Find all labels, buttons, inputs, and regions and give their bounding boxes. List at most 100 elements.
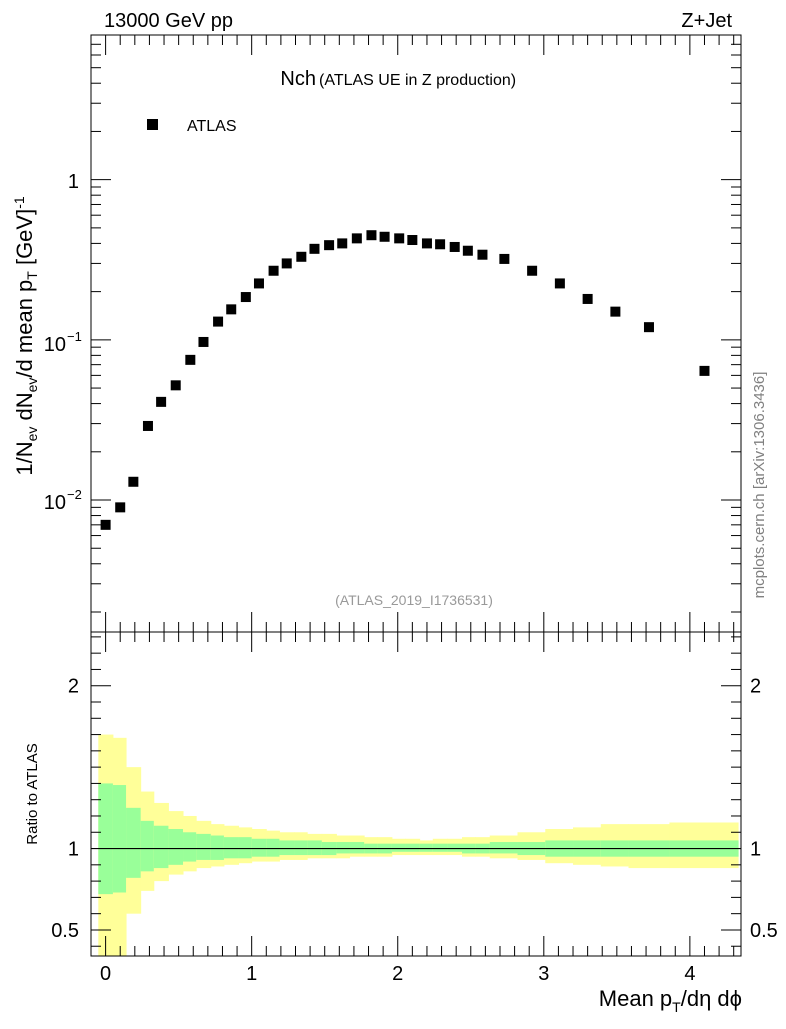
reference-label: (ATLAS_2019_I1736531) — [335, 592, 493, 608]
data-point — [477, 249, 488, 260]
inner-band-bin — [266, 838, 280, 857]
main-plot-data — [100, 230, 710, 530]
chart-title-sub: (ATLAS UE in Z production) — [319, 72, 516, 89]
ytick-label-0.01: 10 — [44, 492, 66, 514]
ytick-label-0.1: 10 — [44, 334, 66, 356]
data-point — [185, 354, 196, 365]
inner-band-bin — [349, 842, 365, 854]
ylabel-sup-d: -1 — [11, 196, 27, 209]
main-plot-ticks — [90, 34, 741, 632]
data-point — [226, 304, 237, 315]
ylabel-sub-a: ev — [24, 427, 40, 442]
inner-band-bin — [405, 843, 421, 852]
data-point — [240, 292, 251, 303]
data-point — [366, 230, 377, 241]
data-point — [421, 238, 432, 249]
data-point — [527, 265, 538, 276]
ratio-bands — [98, 734, 739, 956]
data-point — [100, 519, 111, 530]
data-point — [324, 240, 335, 251]
header-process: Z+Jet — [681, 10, 732, 32]
ratio-ytick-label-right: 2 — [750, 676, 761, 698]
inner-band-bin — [126, 807, 142, 878]
data-point — [699, 365, 710, 376]
inner-band-bin — [140, 820, 155, 872]
data-point — [610, 306, 621, 317]
x-axis-label: Mean pT/dη dϕ — [599, 986, 742, 1015]
data-point — [351, 233, 362, 244]
legend-marker — [147, 119, 158, 130]
xtick-label: 3 — [538, 963, 549, 985]
ylabel-part-a: 1/N — [12, 441, 37, 475]
inner-band-bin — [419, 843, 434, 852]
xlabel-sub-a: T — [672, 999, 681, 1015]
ratio-ytick-label-right: 0.5 — [750, 920, 778, 942]
data-point — [643, 322, 654, 333]
data-point — [582, 293, 593, 304]
inner-band-bin — [98, 783, 114, 895]
inner-band-bin — [307, 840, 323, 856]
inner-band-bin — [432, 843, 448, 852]
xtick-label: 2 — [392, 963, 403, 985]
ytick-label-1: 1 — [68, 171, 79, 193]
ratio-ytick-label-left: 2 — [68, 676, 79, 698]
data-point — [309, 243, 320, 254]
xtick-label: 1 — [246, 963, 257, 985]
data-point — [142, 420, 153, 431]
data-point — [462, 245, 473, 256]
xtick-label: 4 — [684, 963, 695, 985]
ytick-exp-0.1: −1 — [67, 329, 82, 344]
inner-band-bin — [210, 835, 225, 860]
inner-band-bin — [223, 837, 240, 859]
ylabel-sub-c: T — [24, 271, 40, 280]
xlabel-part-a: Mean p — [599, 986, 672, 1011]
inner-band-bin — [168, 829, 184, 865]
ylabel-part-b: dN — [12, 392, 37, 426]
data-point — [435, 239, 446, 250]
ratio-ytick-label-left: 0.5 — [51, 920, 79, 942]
data-point — [170, 380, 181, 391]
data-point — [554, 278, 565, 289]
ylabel-sub-b: ev — [24, 378, 40, 393]
ratio-plot-ticks — [90, 632, 741, 956]
ratio-ytick-label-right: 1 — [750, 839, 761, 861]
data-point — [379, 231, 390, 242]
inner-band-bin — [196, 833, 212, 860]
inner-band-bin — [447, 843, 463, 852]
main-plot-panel: Nch (ATLAS UE in Z production) ATLAS (AT… — [11, 34, 742, 633]
data-point — [296, 251, 307, 262]
ratio-tick-labels: 0.5 0.5 1 1 2 2 0 1 2 3 4 — [51, 676, 778, 985]
inner-band-bin — [153, 825, 169, 869]
xlabel-part-b: /dη dϕ — [681, 986, 742, 1011]
data-point — [499, 253, 510, 264]
ratio-ytick-label-left: 1 — [68, 839, 79, 861]
data-point — [115, 502, 126, 513]
ratio-panel: 0.5 0.5 1 1 2 2 0 1 2 3 4 Ratio to ATLAS Mean pT/d… — [24, 631, 778, 1015]
data-point — [449, 241, 460, 252]
data-point — [394, 233, 405, 244]
ylabel-part-c: /d mean p — [12, 280, 37, 378]
data-point — [337, 238, 348, 249]
data-point — [253, 278, 264, 289]
inner-band-bin — [183, 832, 197, 862]
inner-band-bin — [489, 842, 519, 854]
inner-band-bin — [391, 843, 406, 852]
inner-band-bin — [251, 838, 267, 857]
ratio-plot-frame — [90, 631, 742, 957]
inner-band-bin — [294, 840, 308, 856]
data-point — [128, 476, 139, 487]
main-y-axis-label: 1/Nev dNev/d mean pT [GeV]-1 — [11, 196, 40, 476]
xtick-label: 0 — [100, 963, 111, 985]
inner-band-bin — [336, 842, 351, 854]
data-point — [268, 265, 279, 276]
data-point — [213, 316, 224, 327]
data-point — [407, 235, 418, 246]
chart-title-main: Nch — [280, 68, 316, 90]
data-point — [156, 396, 167, 407]
ylabel-part-d: [GeV] — [12, 209, 37, 271]
data-point — [198, 336, 209, 347]
inner-band-bin — [238, 837, 253, 859]
ytick-exp-0.01: −2 — [67, 487, 82, 502]
